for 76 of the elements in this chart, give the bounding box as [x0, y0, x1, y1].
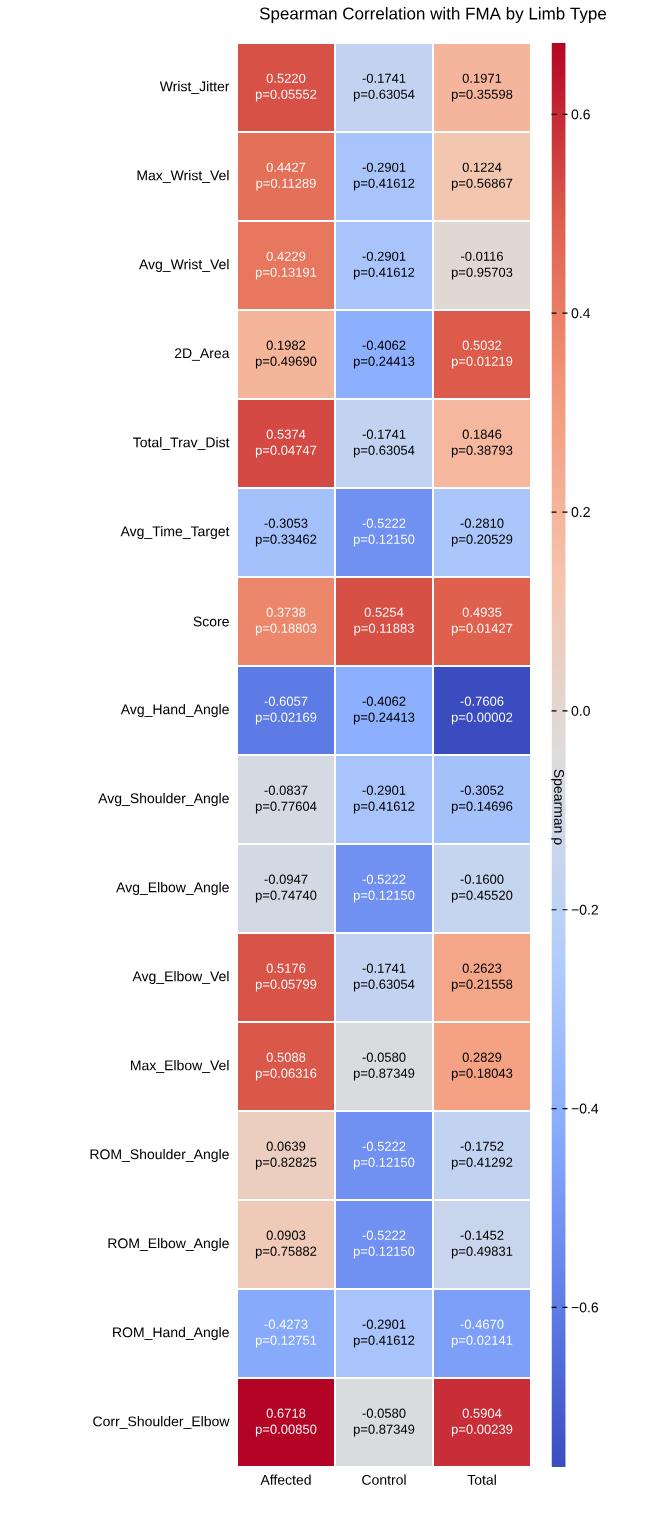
y-tick-label: Total_Trav_Dist — [133, 437, 230, 450]
data-label: 0.4427 p=0.11289 — [256, 162, 316, 191]
data-label: 0.5088 p=0.06316 — [255, 1052, 317, 1081]
data-label: -0.0837 p=0.77604 — [255, 785, 317, 814]
x-tick-label: Affected — [260, 1474, 311, 1485]
data-label: 0.4229 p=0.13191 — [255, 251, 317, 280]
y-tick-label: Avg_Elbow_Vel — [132, 970, 229, 985]
data-label: -0.0116 p=0.95703 — [451, 251, 513, 280]
data-label: 0.5374 p=0.04747 — [255, 429, 317, 458]
data-label: 0.0903 p=0.75882 — [255, 1230, 317, 1259]
y-tick-label: ROM_Shoulder_Angle — [90, 1148, 229, 1163]
color-bar-label: −0.2 — [571, 904, 598, 915]
x-tick-label: Control — [362, 1474, 406, 1485]
data-label: -0.1741 p=0.63054 — [353, 963, 415, 992]
y-tick-label: Avg_Time_Target — [120, 525, 230, 540]
data-label: 0.4935 p=0.01427 — [451, 607, 513, 636]
data-label: -0.4670 p=0.02141 — [451, 1319, 513, 1348]
color-bar-title: Spearman ρ — [551, 769, 564, 845]
data-label: -0.5222 p=0.12150 — [353, 874, 415, 903]
data-label: -0.1600 p=0.45520 — [451, 874, 513, 903]
y-tick-label: 2D_Area — [174, 348, 230, 361]
data-label: -0.2810 p=0.20529 — [451, 518, 513, 547]
y-tick-label: Avg_Shoulder_Angle — [98, 792, 229, 807]
data-label: 0.2829 p=0.18043 — [451, 1052, 513, 1081]
data-label: -0.5222 p=0.12150 — [353, 518, 415, 547]
color-bar-label: −0.6 — [571, 1302, 599, 1313]
data-label: 0.1846 p=0.38793 — [451, 429, 513, 458]
data-label: -0.1452 p=0.49831 — [451, 1230, 513, 1259]
y-tick-label: Avg_Elbow_Angle — [116, 881, 229, 896]
data-label: -0.3052 p=0.14696 — [451, 785, 513, 814]
y-tick-label: Max_Wrist_Vel — [137, 170, 229, 183]
data-label: -0.2901 p=0.41612 — [353, 162, 415, 191]
data-label: 0.1982 p=0.49690 — [255, 340, 317, 369]
data-label: 0.5904 p=0.00239 — [451, 1408, 513, 1437]
data-label: -0.1741 p=0.63054 — [353, 73, 415, 102]
data-label: -0.1741 p=0.63054 — [353, 429, 415, 458]
chart-title: Spearman Correlation with FMA by Limb Type — [259, 7, 607, 23]
data-label: 0.5220 p=0.05552 — [255, 73, 317, 102]
data-label: 0.5032 p=0.01219 — [451, 340, 513, 369]
color-bar-label: 0.4 — [571, 308, 591, 319]
y-tick-label: Avg_Wrist_Vel — [138, 258, 229, 273]
data-label: -0.2901 p=0.41612 — [353, 1319, 415, 1348]
data-label: 0.0639 p=0.82825 — [255, 1141, 317, 1170]
data-label: 0.5254 p=0.11883 — [354, 607, 414, 636]
data-label: 0.2623 p=0.21558 — [451, 963, 513, 992]
x-tick-label: Total — [467, 1474, 496, 1485]
data-label: -0.3053 p=0.33462 — [255, 518, 317, 547]
data-label: -0.0580 p=0.87349 — [353, 1408, 415, 1437]
y-tick-label: Score — [193, 616, 229, 627]
data-label: 0.1224 p=0.56867 — [451, 162, 513, 191]
y-tick-label: ROM_Hand_Angle — [113, 1326, 229, 1341]
y-tick-label: ROM_Elbow_Angle — [108, 1237, 229, 1252]
data-label: -0.1752 p=0.41292 — [451, 1141, 513, 1170]
data-label: -0.4273 p=0.12751 — [255, 1319, 317, 1348]
data-label: -0.2901 p=0.41612 — [353, 251, 415, 280]
data-label: -0.7606 p=0.00002 — [451, 696, 513, 725]
data-label: -0.6057 p=0.02169 — [255, 696, 317, 725]
y-tick-label: Max_Elbow_Vel — [131, 1060, 229, 1073]
color-bar-label: −0.4 — [571, 1103, 599, 1114]
y-tick-label: Corr_Shoulder_Elbow — [93, 1416, 230, 1429]
color-bar-label: 0.6 — [571, 109, 590, 120]
y-tick-label: Avg_Hand_Angle — [120, 703, 229, 718]
color-bar-label: 0.2 — [571, 507, 590, 518]
color-bar-label: 0.0 — [571, 705, 590, 716]
data-label: 0.6718 p=0.00850 — [255, 1408, 317, 1437]
data-label: 0.1971 p=0.35598 — [451, 73, 513, 102]
data-label: -0.4062 p=0.24413 — [353, 696, 415, 725]
data-label: -0.2901 p=0.41612 — [353, 785, 415, 814]
data-label: 0.3738 p=0.18803 — [255, 607, 317, 636]
y-tick-label: Wrist_Jitter — [159, 81, 230, 94]
data-label: -0.5222 p=0.12150 — [353, 1230, 415, 1259]
data-label: -0.4062 p=0.24413 — [353, 340, 415, 369]
data-label: -0.5222 p=0.12150 — [353, 1141, 415, 1170]
data-label: -0.0580 p=0.87349 — [353, 1052, 415, 1081]
data-label: 0.5176 p=0.05799 — [255, 963, 317, 992]
data-label: -0.0947 p=0.74740 — [255, 874, 317, 903]
